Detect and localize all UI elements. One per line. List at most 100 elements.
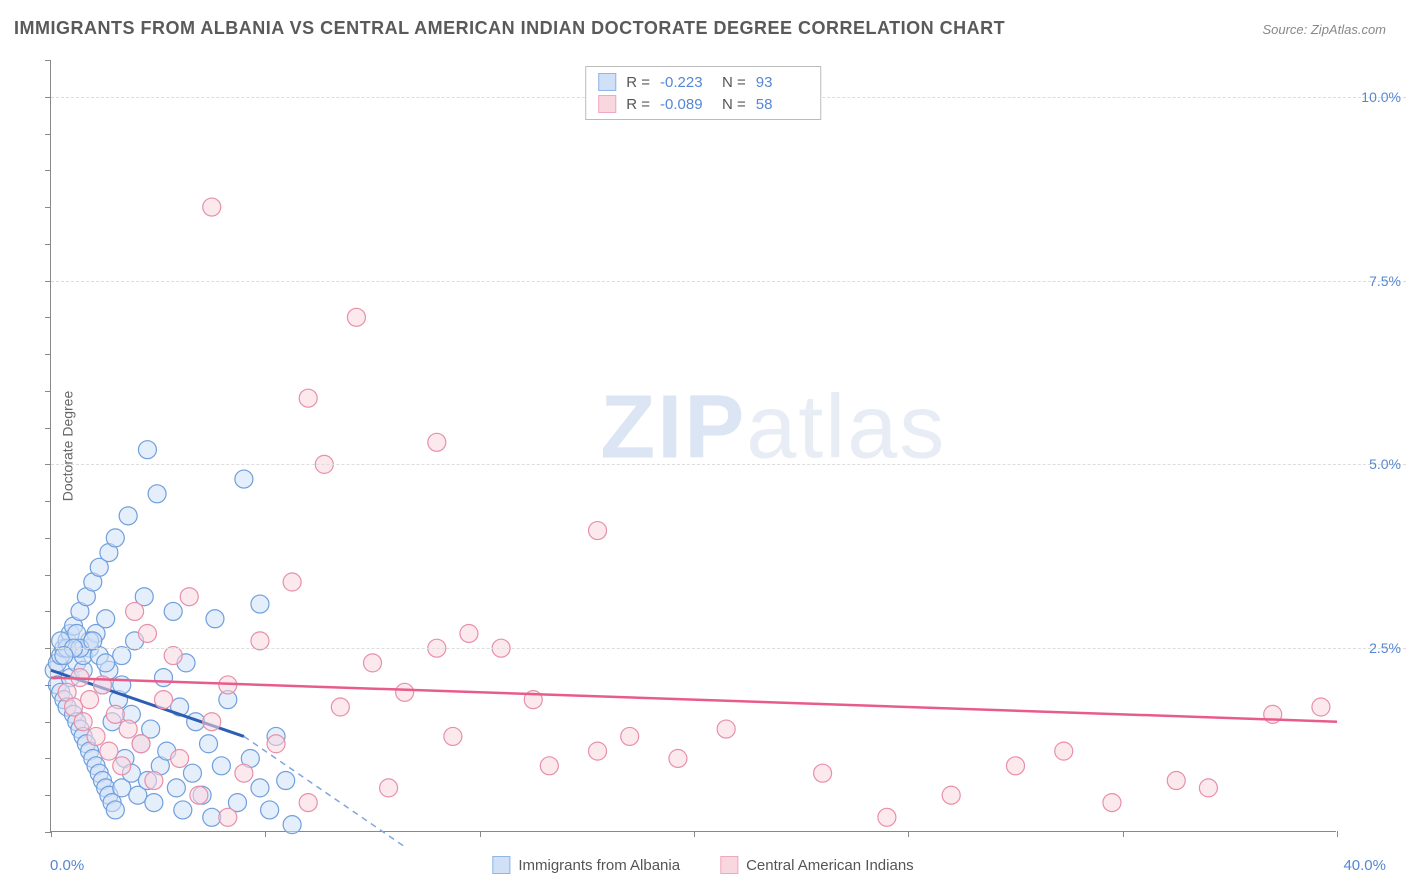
legend-label: Immigrants from Albania: [518, 857, 680, 874]
x-tick-mark: [694, 831, 695, 837]
scatter-point-albania: [251, 595, 269, 613]
y-tick-mark: [45, 501, 51, 502]
stats-n-value: 93: [756, 74, 808, 91]
x-tick-mark: [908, 831, 909, 837]
stats-r-value: -0.089: [660, 96, 712, 113]
x-axis-min-label: 0.0%: [50, 857, 84, 874]
scatter-point-central_american: [396, 683, 414, 701]
stats-r-label: R =: [626, 96, 650, 113]
scatter-point-central_american: [132, 735, 150, 753]
scatter-point-albania: [167, 779, 185, 797]
scatter-point-central_american: [942, 786, 960, 804]
scatter-point-central_american: [283, 573, 301, 591]
x-tick-mark: [51, 831, 52, 837]
scatter-point-central_american: [1007, 757, 1025, 775]
scatter-point-central_american: [1055, 742, 1073, 760]
y-tick-mark: [45, 428, 51, 429]
scatter-point-central_american: [87, 727, 105, 745]
scatter-point-central_american: [190, 786, 208, 804]
scatter-point-albania: [97, 654, 115, 672]
stats-n-label: N =: [722, 74, 746, 91]
scatter-point-albania: [235, 470, 253, 488]
scatter-point-albania: [183, 764, 201, 782]
scatter-point-albania: [106, 801, 124, 819]
scatter-point-central_american: [155, 691, 173, 709]
x-tick-mark: [1337, 831, 1338, 837]
trend-line-central_american: [51, 678, 1337, 722]
scatter-point-albania: [200, 735, 218, 753]
scatter-point-central_american: [299, 794, 317, 812]
scatter-point-central_american: [164, 647, 182, 665]
plot-svg: [51, 60, 1336, 831]
scatter-point-central_american: [621, 727, 639, 745]
scatter-point-albania: [97, 610, 115, 628]
stats-legend-box: R =-0.223N =93R =-0.089N =58: [585, 66, 821, 120]
scatter-point-albania: [261, 801, 279, 819]
scatter-point-albania: [148, 485, 166, 503]
scatter-point-albania: [277, 772, 295, 790]
stats-swatch: [598, 73, 616, 91]
scatter-point-central_american: [203, 198, 221, 216]
scatter-point-central_american: [460, 624, 478, 642]
scatter-point-central_american: [669, 749, 687, 767]
stats-swatch: [598, 95, 616, 113]
scatter-point-central_american: [364, 654, 382, 672]
stats-n-label: N =: [722, 96, 746, 113]
scatter-point-central_american: [299, 389, 317, 407]
scatter-point-albania: [84, 632, 102, 650]
scatter-point-albania: [55, 647, 73, 665]
scatter-point-central_american: [119, 720, 137, 738]
scatter-point-central_american: [81, 691, 99, 709]
chart-title: IMMIGRANTS FROM ALBANIA VS CENTRAL AMERI…: [14, 18, 1005, 39]
x-tick-mark: [265, 831, 266, 837]
legend-item: Central American Indians: [720, 856, 914, 874]
scatter-point-albania: [119, 507, 137, 525]
scatter-point-central_american: [113, 757, 131, 775]
y-tick-mark: [45, 685, 51, 686]
scatter-point-central_american: [235, 764, 253, 782]
y-tick-mark: [45, 722, 51, 723]
scatter-point-central_american: [171, 749, 189, 767]
y-tick-mark: [45, 648, 51, 649]
scatter-point-central_american: [145, 772, 163, 790]
scatter-point-central_american: [203, 713, 221, 731]
x-tick-mark: [480, 831, 481, 837]
scatter-point-central_american: [717, 720, 735, 738]
scatter-point-albania: [113, 647, 131, 665]
gridline-h: [51, 281, 1406, 282]
scatter-point-central_american: [1199, 779, 1217, 797]
scatter-point-albania: [203, 808, 221, 826]
y-tick-mark: [45, 391, 51, 392]
y-tick-mark: [45, 758, 51, 759]
stats-n-value: 58: [756, 96, 808, 113]
y-tick-mark: [45, 207, 51, 208]
y-tick-mark: [45, 317, 51, 318]
scatter-point-central_american: [126, 602, 144, 620]
y-tick-mark: [45, 464, 51, 465]
x-axis-max-label: 40.0%: [1343, 857, 1386, 874]
scatter-point-central_american: [380, 779, 398, 797]
y-tick-mark: [45, 244, 51, 245]
legend-swatch: [492, 856, 510, 874]
y-tick-mark: [45, 611, 51, 612]
scatter-point-central_american: [589, 522, 607, 540]
y-tick-mark: [45, 170, 51, 171]
gridline-h: [51, 464, 1406, 465]
scatter-point-albania: [145, 794, 163, 812]
scatter-point-central_american: [347, 308, 365, 326]
scatter-point-central_american: [180, 588, 198, 606]
scatter-point-albania: [212, 757, 230, 775]
y-tick-label: 5.0%: [1369, 456, 1401, 472]
scatter-point-central_american: [74, 713, 92, 731]
legend-label: Central American Indians: [746, 857, 914, 874]
scatter-point-central_american: [878, 808, 896, 826]
scatter-point-central_american: [219, 808, 237, 826]
y-tick-label: 7.5%: [1369, 273, 1401, 289]
y-tick-label: 10.0%: [1361, 89, 1401, 105]
stats-row: R =-0.223N =93: [598, 71, 808, 93]
y-tick-mark: [45, 97, 51, 98]
y-tick-mark: [45, 60, 51, 61]
scatter-point-central_american: [106, 705, 124, 723]
y-tick-mark: [45, 795, 51, 796]
scatter-point-central_american: [138, 624, 156, 642]
